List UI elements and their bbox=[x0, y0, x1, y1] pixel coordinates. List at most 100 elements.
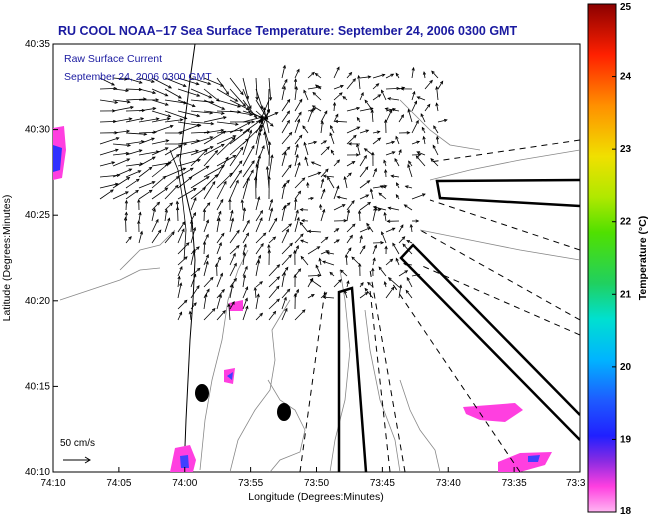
current-vector-head bbox=[315, 264, 319, 269]
current-vector-head bbox=[231, 301, 235, 305]
current-vector-head bbox=[348, 172, 352, 177]
current-vector-head bbox=[347, 142, 352, 146]
current-vector bbox=[333, 239, 340, 244]
current-vector-head bbox=[191, 104, 196, 108]
current-vector-head bbox=[178, 95, 182, 99]
current-vector bbox=[203, 88, 220, 102]
current-vector-head bbox=[293, 249, 297, 254]
current-vector bbox=[203, 129, 224, 134]
current-vector bbox=[112, 88, 129, 92]
current-vector bbox=[294, 99, 303, 112]
scale-arrow bbox=[63, 456, 91, 464]
current-vector-head bbox=[310, 161, 315, 165]
y-axis-label: Latitude (Degrees:Minutes) bbox=[1, 195, 13, 322]
current-vector-head bbox=[395, 194, 400, 198]
current-vector-head bbox=[365, 194, 370, 198]
current-vector bbox=[372, 185, 387, 189]
current-vector-head bbox=[195, 82, 200, 86]
current-vector-head bbox=[125, 88, 130, 93]
current-vector-head bbox=[185, 242, 190, 246]
current-vector bbox=[203, 99, 225, 110]
current-vector-head bbox=[192, 248, 196, 253]
current-vector bbox=[216, 181, 227, 200]
current-vector bbox=[203, 261, 209, 277]
current-vector-head bbox=[406, 276, 410, 281]
current-vector bbox=[359, 107, 373, 112]
current-vector bbox=[138, 118, 159, 123]
current-vector-head bbox=[162, 175, 167, 180]
current-vector-head bbox=[151, 79, 156, 83]
current-vector bbox=[242, 252, 245, 266]
current-vector bbox=[125, 163, 143, 167]
current-vector-head bbox=[302, 125, 306, 129]
current-vector-head bbox=[179, 282, 183, 287]
x-tick-label: 73:35 bbox=[502, 478, 527, 489]
current-vector bbox=[242, 266, 248, 277]
current-vector-head bbox=[236, 244, 240, 249]
current-vector-head bbox=[309, 279, 314, 283]
current-vector-head bbox=[196, 285, 200, 289]
current-vector bbox=[216, 121, 239, 125]
current-vector bbox=[333, 114, 339, 123]
current-vector bbox=[203, 219, 209, 233]
current-vector-head bbox=[387, 206, 392, 210]
current-vector bbox=[405, 290, 413, 299]
shoreline-bay bbox=[169, 149, 187, 261]
current-vector-head bbox=[384, 168, 388, 173]
current-vector bbox=[370, 189, 374, 200]
current-vector bbox=[320, 236, 329, 244]
colorbar-tick-label: 23 bbox=[620, 144, 632, 155]
current-vector-head bbox=[124, 211, 128, 216]
current-vector bbox=[281, 120, 290, 134]
current-vector bbox=[404, 204, 413, 211]
current-vector bbox=[177, 99, 196, 107]
colorbar-ticks: 18 19 20 21 22 23 24 25 bbox=[612, 2, 632, 517]
current-vector bbox=[346, 200, 355, 211]
current-vector bbox=[385, 286, 395, 299]
current-vector bbox=[99, 77, 115, 86]
current-vector-head bbox=[380, 241, 385, 245]
current-vector-head bbox=[242, 103, 246, 107]
current-vector-head bbox=[256, 259, 261, 264]
current-vector bbox=[229, 77, 244, 95]
current-vector bbox=[242, 298, 248, 310]
current-vector-head bbox=[259, 128, 263, 133]
current-vector bbox=[294, 154, 299, 167]
current-vector bbox=[333, 85, 344, 90]
current-vector-head bbox=[335, 228, 340, 232]
current-vector bbox=[326, 252, 335, 255]
current-vector bbox=[311, 161, 322, 167]
current-vector bbox=[190, 212, 196, 222]
current-vector bbox=[255, 313, 263, 321]
current-vector bbox=[320, 140, 327, 145]
current-vector-head bbox=[257, 254, 261, 259]
sst-patches bbox=[53, 126, 552, 472]
current-vector bbox=[281, 180, 290, 189]
current-vector bbox=[281, 86, 286, 101]
current-vector-head bbox=[335, 113, 339, 118]
current-vector-head bbox=[257, 154, 261, 159]
y-tick-label: 40:25 bbox=[25, 210, 50, 221]
current-vector bbox=[268, 77, 272, 101]
current-vector bbox=[320, 168, 329, 178]
current-vector bbox=[396, 182, 400, 189]
current-vector-head bbox=[269, 207, 274, 212]
current-vector-head bbox=[282, 64, 286, 69]
current-vector bbox=[177, 77, 199, 85]
current-vector bbox=[164, 202, 173, 211]
current-vector-head bbox=[322, 174, 327, 178]
current-vector-head bbox=[338, 279, 342, 283]
current-vector bbox=[216, 294, 222, 310]
current-vector-head bbox=[360, 281, 364, 286]
current-vector bbox=[327, 176, 335, 189]
current-vector bbox=[388, 277, 400, 288]
current-vector bbox=[216, 172, 233, 189]
current-vector bbox=[203, 165, 225, 178]
current-vector-head bbox=[209, 276, 214, 281]
current-vector-head bbox=[257, 195, 261, 200]
coastline bbox=[179, 44, 196, 472]
current-vector-head bbox=[270, 154, 274, 159]
current-vector-head bbox=[359, 235, 363, 239]
colorbar-tick-label: 21 bbox=[620, 289, 632, 300]
current-vector bbox=[151, 88, 168, 97]
